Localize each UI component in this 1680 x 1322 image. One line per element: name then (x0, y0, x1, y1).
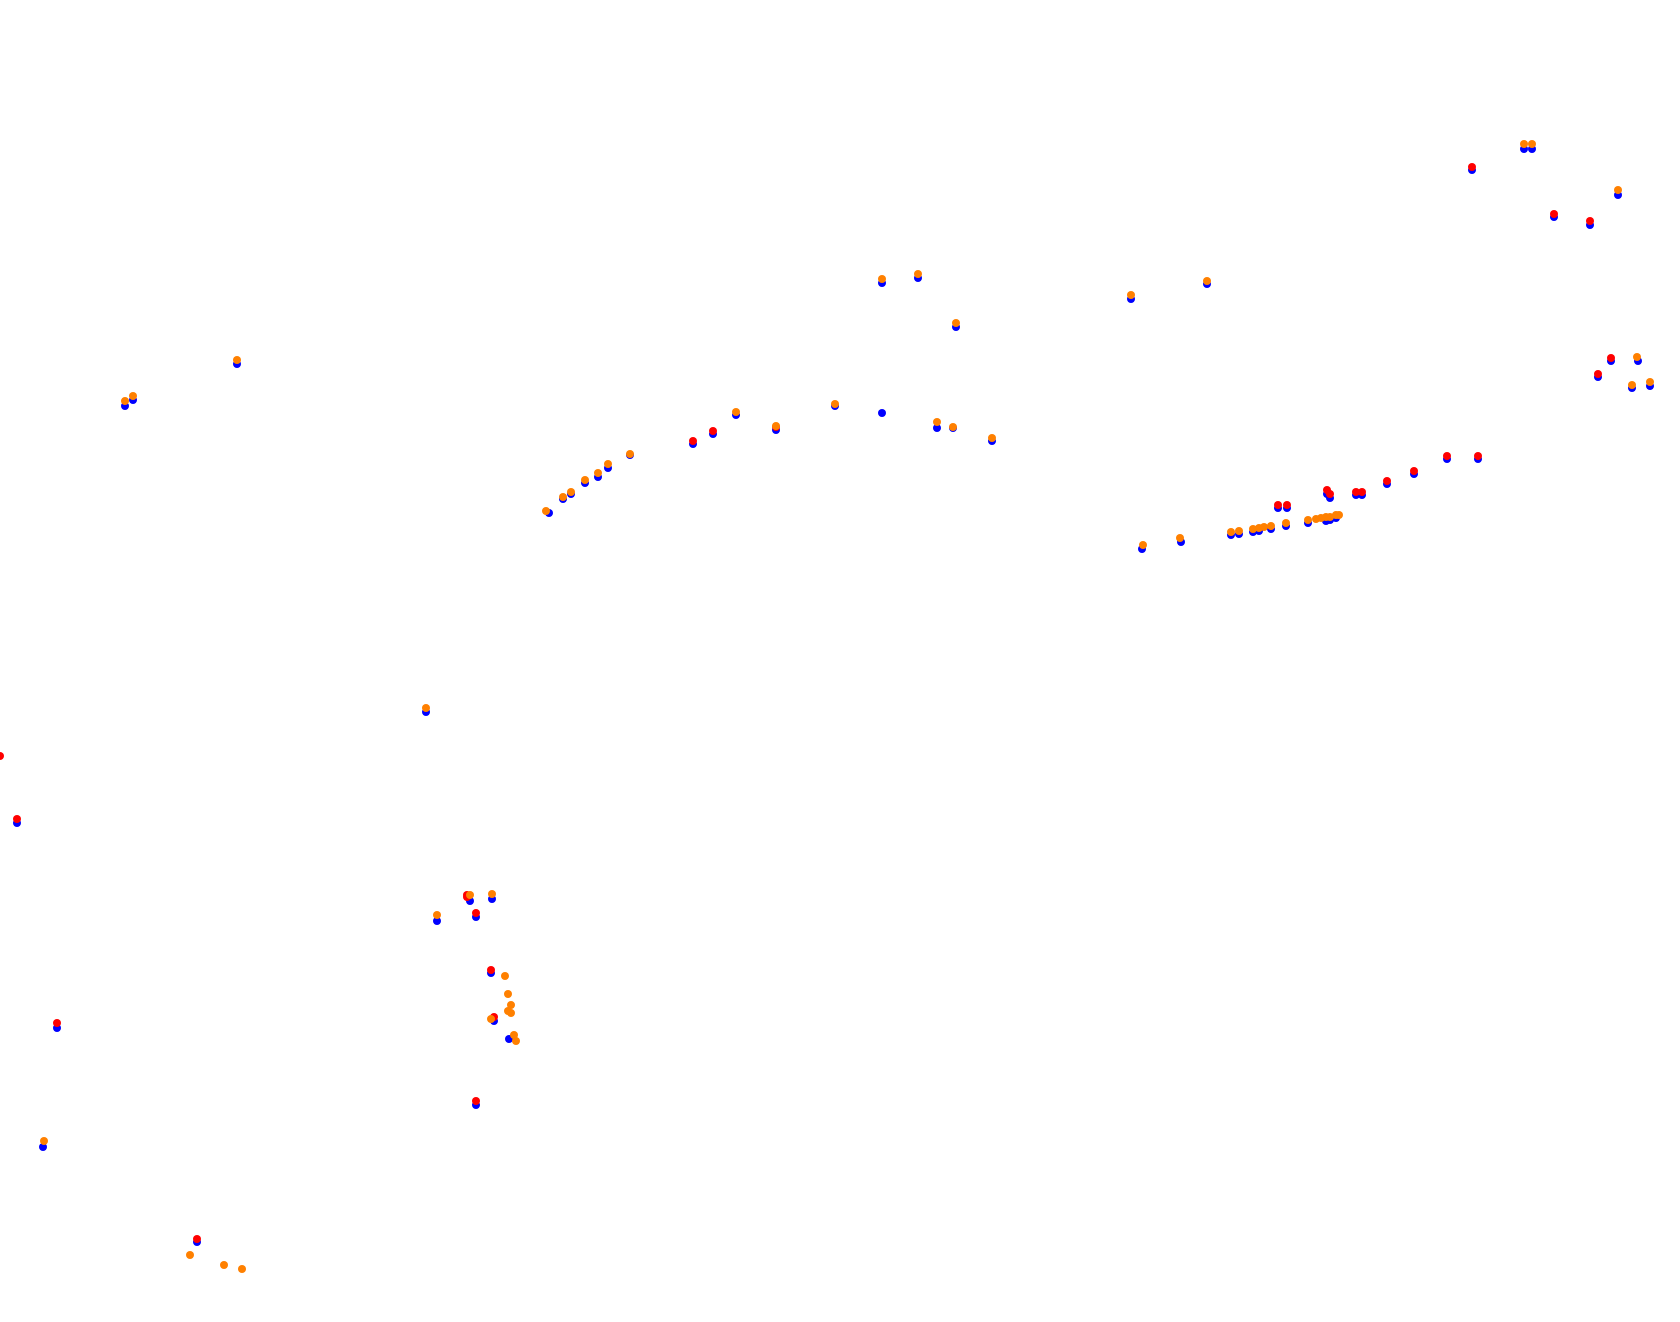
scatter-point (952, 319, 960, 327)
scatter-point (1474, 452, 1482, 460)
scatter-point (1633, 353, 1641, 361)
scatter-point (581, 476, 589, 484)
scatter-point (594, 469, 602, 477)
scatter-point (1227, 528, 1235, 536)
scatter-point (39, 1143, 47, 1151)
scatter-point (1203, 277, 1211, 285)
scatter-point (1274, 501, 1282, 509)
scatter-point (1249, 525, 1257, 533)
scatter-point (709, 427, 717, 435)
scatter-point (1550, 210, 1558, 218)
scatter-point (121, 397, 129, 405)
scatter-point (487, 966, 495, 974)
scatter-point (914, 270, 922, 278)
scatter-point (512, 1037, 520, 1045)
scatter-point (1139, 541, 1147, 549)
scatter-point (1326, 490, 1334, 498)
scatter-point (233, 356, 241, 364)
scatter-point (193, 1235, 201, 1243)
scatter-point (988, 434, 996, 442)
scatter-point (220, 1261, 228, 1269)
scatter-point (433, 911, 441, 919)
scatter-point (1358, 488, 1366, 496)
scatter-point (831, 400, 839, 408)
scatter-point (1352, 488, 1360, 496)
scatter-point (472, 909, 480, 917)
scatter-point (53, 1019, 61, 1027)
scatter-point (1282, 519, 1290, 527)
scatter-point (1304, 516, 1312, 524)
scatter-point (1594, 370, 1602, 378)
scatter-point (1127, 291, 1135, 299)
scatter-point (488, 890, 496, 898)
scatter-point (1410, 467, 1418, 475)
series-layer (0, 140, 1654, 1273)
scatter-point (604, 460, 612, 468)
scatter-point (1646, 378, 1654, 386)
scatter-point (933, 424, 941, 432)
scatter-point (732, 408, 740, 416)
scatter-point (1335, 511, 1343, 519)
scatter-point (186, 1251, 194, 1259)
scatter-point (772, 422, 780, 430)
scatter-point (1267, 522, 1275, 530)
scatter-point (1528, 140, 1536, 148)
scatter-point (1176, 534, 1184, 542)
scatter-point (933, 418, 941, 426)
scatter-point (487, 1015, 495, 1023)
scatter-point (1520, 140, 1528, 148)
series-0 (13, 145, 1654, 1246)
scatter-point (433, 917, 441, 925)
scatter-point (40, 1137, 48, 1145)
scatter-point (626, 450, 634, 458)
scatter-point (1607, 354, 1615, 362)
scatter-point (1260, 523, 1268, 531)
scatter-point (472, 1097, 480, 1105)
scatter-point (422, 704, 430, 712)
scatter-point (1383, 477, 1391, 485)
scatter-point (238, 1265, 246, 1273)
scatter-point (559, 493, 567, 501)
scatter-point (1628, 381, 1636, 389)
scatter-point (542, 507, 550, 515)
scatter-point (878, 409, 886, 417)
scatter-point (129, 392, 137, 400)
scatter-point (1443, 452, 1451, 460)
series-2 (40, 140, 1654, 1273)
scatter-point (1614, 186, 1622, 194)
scatter-point (507, 1001, 515, 1009)
scatter-point (1468, 163, 1476, 171)
scatter-point (1283, 501, 1291, 509)
scatter-point (1235, 527, 1243, 535)
scatter-point (949, 423, 957, 431)
scatter-point (466, 891, 474, 899)
scatter-point (501, 972, 509, 980)
scatter-point (13, 815, 21, 823)
scatter-point (1586, 217, 1594, 225)
scatter-point (507, 1009, 515, 1017)
scatter-point (567, 488, 575, 496)
scatter-point (689, 437, 697, 445)
scatter-point (504, 990, 512, 998)
scatter-point (878, 275, 886, 283)
scatter-point (0, 752, 4, 760)
series-1 (0, 163, 1615, 1243)
